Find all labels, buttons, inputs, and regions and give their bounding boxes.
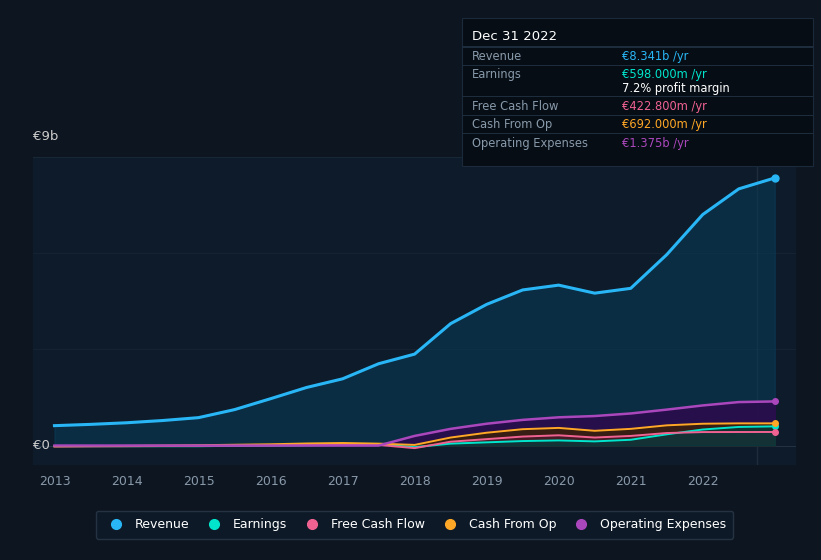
Text: Cash From Op: Cash From Op: [472, 118, 553, 131]
Text: €1.375b /yr: €1.375b /yr: [622, 137, 689, 150]
Text: €8.341b /yr: €8.341b /yr: [622, 50, 689, 63]
Text: Dec 31 2022: Dec 31 2022: [472, 30, 557, 43]
Text: €9b: €9b: [33, 130, 58, 143]
Text: Operating Expenses: Operating Expenses: [472, 137, 588, 150]
Text: €692.000m /yr: €692.000m /yr: [622, 118, 707, 131]
Text: Free Cash Flow: Free Cash Flow: [472, 100, 558, 113]
Text: Earnings: Earnings: [472, 68, 522, 81]
Text: €422.800m /yr: €422.800m /yr: [622, 100, 707, 113]
Text: Revenue: Revenue: [472, 50, 522, 63]
Text: €598.000m /yr: €598.000m /yr: [622, 68, 707, 81]
Text: €0: €0: [33, 439, 50, 452]
Text: 7.2% profit margin: 7.2% profit margin: [622, 82, 730, 95]
Legend: Revenue, Earnings, Free Cash Flow, Cash From Op, Operating Expenses: Revenue, Earnings, Free Cash Flow, Cash …: [96, 511, 733, 539]
